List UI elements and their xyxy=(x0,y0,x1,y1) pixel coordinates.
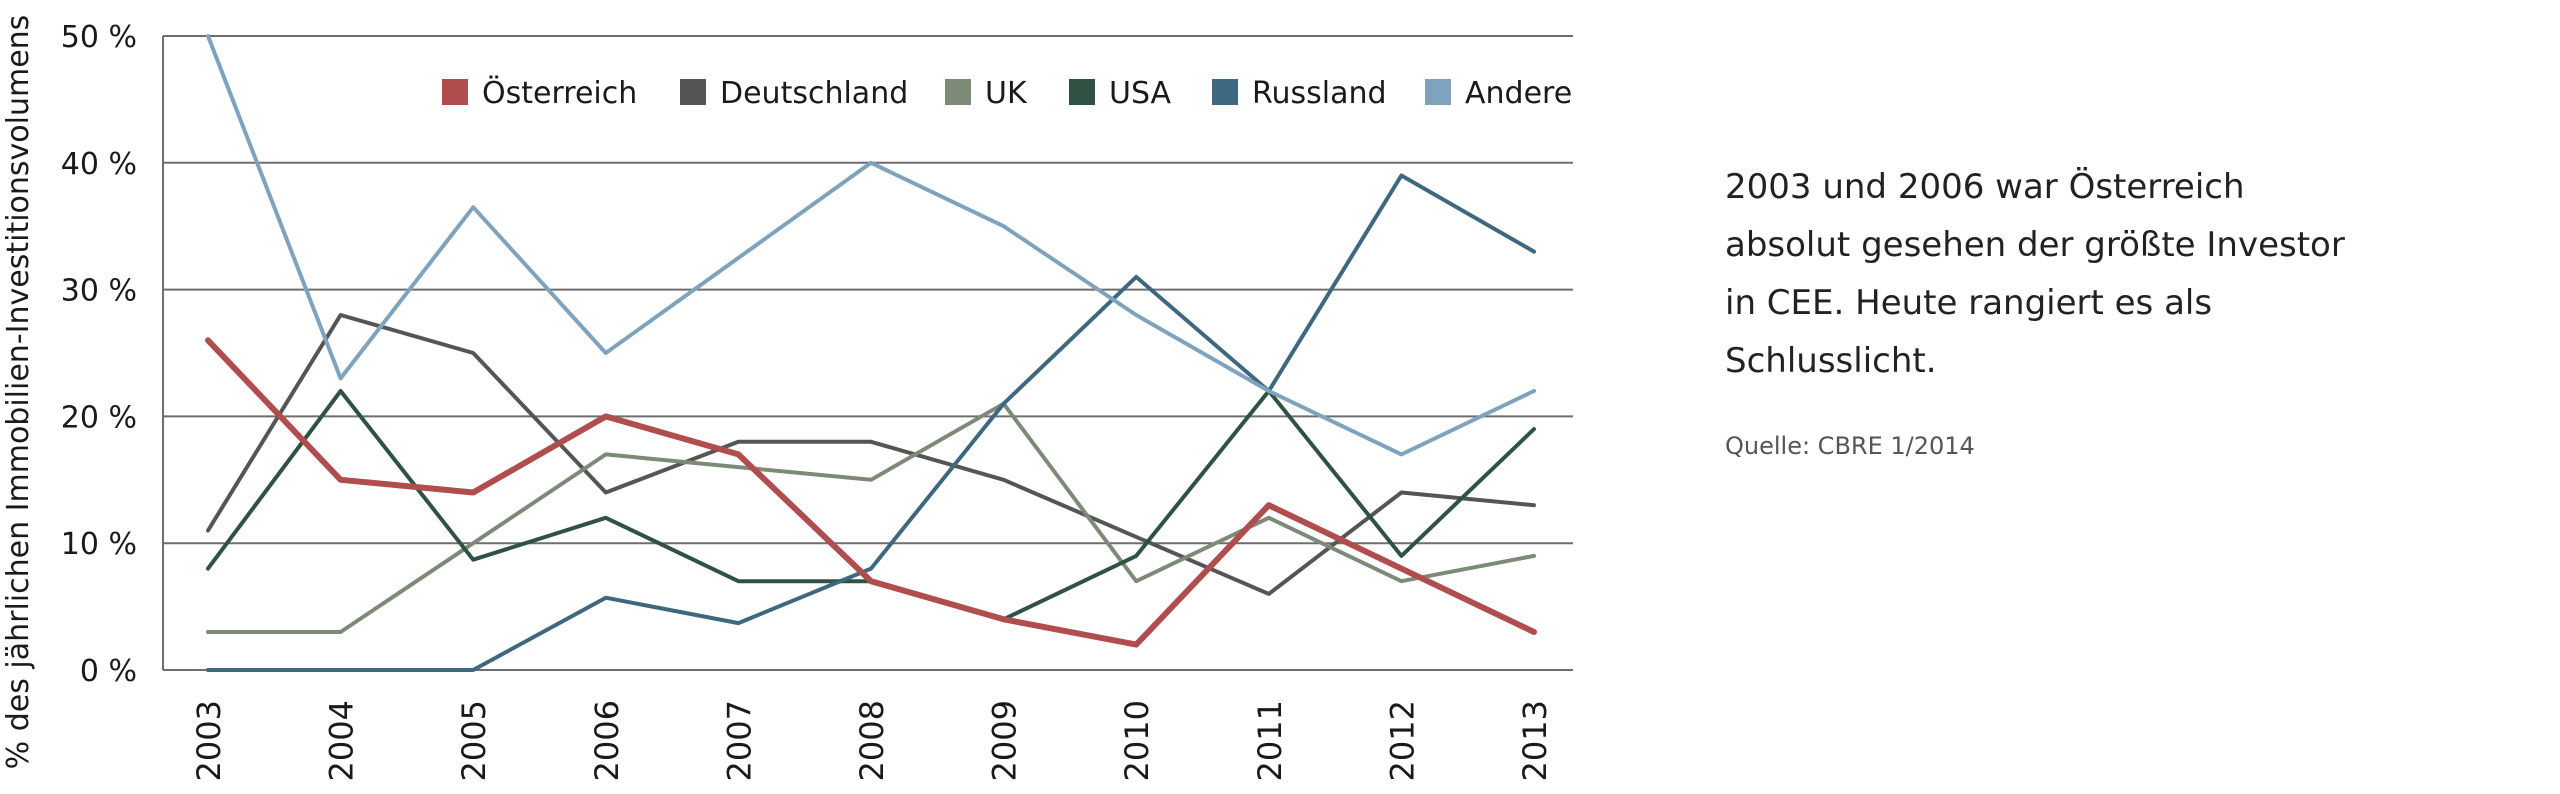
series-line xyxy=(205,337,1537,648)
y-tick-label: 20 % xyxy=(61,400,137,435)
x-tick-label: 2006 xyxy=(588,700,626,781)
series-line xyxy=(206,389,1536,622)
series-line xyxy=(206,313,1536,596)
legend-label: Deutschland xyxy=(720,76,908,111)
x-tick-label: 2003 xyxy=(190,700,228,781)
y-axis-label: % des jährlichen Immobilien-Investitions… xyxy=(1,15,36,770)
series-lines xyxy=(205,34,1537,672)
legend-label: USA xyxy=(1109,76,1172,111)
x-tick-label: 2005 xyxy=(455,700,493,781)
y-tick-label: 40 % xyxy=(61,147,137,182)
x-tick-label: 2008 xyxy=(853,700,891,781)
legend-swatch xyxy=(442,79,468,105)
series-line xyxy=(206,401,1536,634)
chart-annotation: 2003 und 2006 war Österreich absolut ges… xyxy=(1725,167,2345,381)
x-tick-label: 2011 xyxy=(1251,700,1289,781)
y-tick-label: 50 % xyxy=(61,20,137,55)
legend-swatch xyxy=(945,79,971,105)
legend-label: Andere xyxy=(1465,76,1572,111)
legend-swatch xyxy=(1212,79,1238,105)
x-tick-label: 2004 xyxy=(323,700,361,781)
y-tick-label: 30 % xyxy=(61,274,137,309)
series-line xyxy=(206,34,1536,457)
legend: Österreich Deutschland UK USA Russland Andere xyxy=(442,75,1572,111)
x-tick-label: 2007 xyxy=(720,700,758,781)
legend-label: Österreich xyxy=(482,75,637,111)
x-tick-label: 2009 xyxy=(986,700,1024,781)
legend-swatch xyxy=(680,79,706,105)
y-tick-label: 0 % xyxy=(80,654,137,689)
axes: 0 % 10 % 20 % 30 % 40 % 50 % 2003 2004 2005 2006 2… xyxy=(61,20,1554,781)
legend-label: UK xyxy=(985,76,1028,111)
legend-swatch xyxy=(1425,79,1451,105)
legend-swatch xyxy=(1069,79,1095,105)
series-line xyxy=(206,173,1536,672)
source-note: Quelle: CBRE 1/2014 xyxy=(1725,432,1975,460)
y-tick-label: 10 % xyxy=(61,527,137,562)
legend-label: Russland xyxy=(1252,76,1387,111)
x-tick-label: 2010 xyxy=(1118,700,1156,781)
x-tick-label: 2013 xyxy=(1516,700,1554,781)
x-tick-label: 2012 xyxy=(1383,700,1421,781)
